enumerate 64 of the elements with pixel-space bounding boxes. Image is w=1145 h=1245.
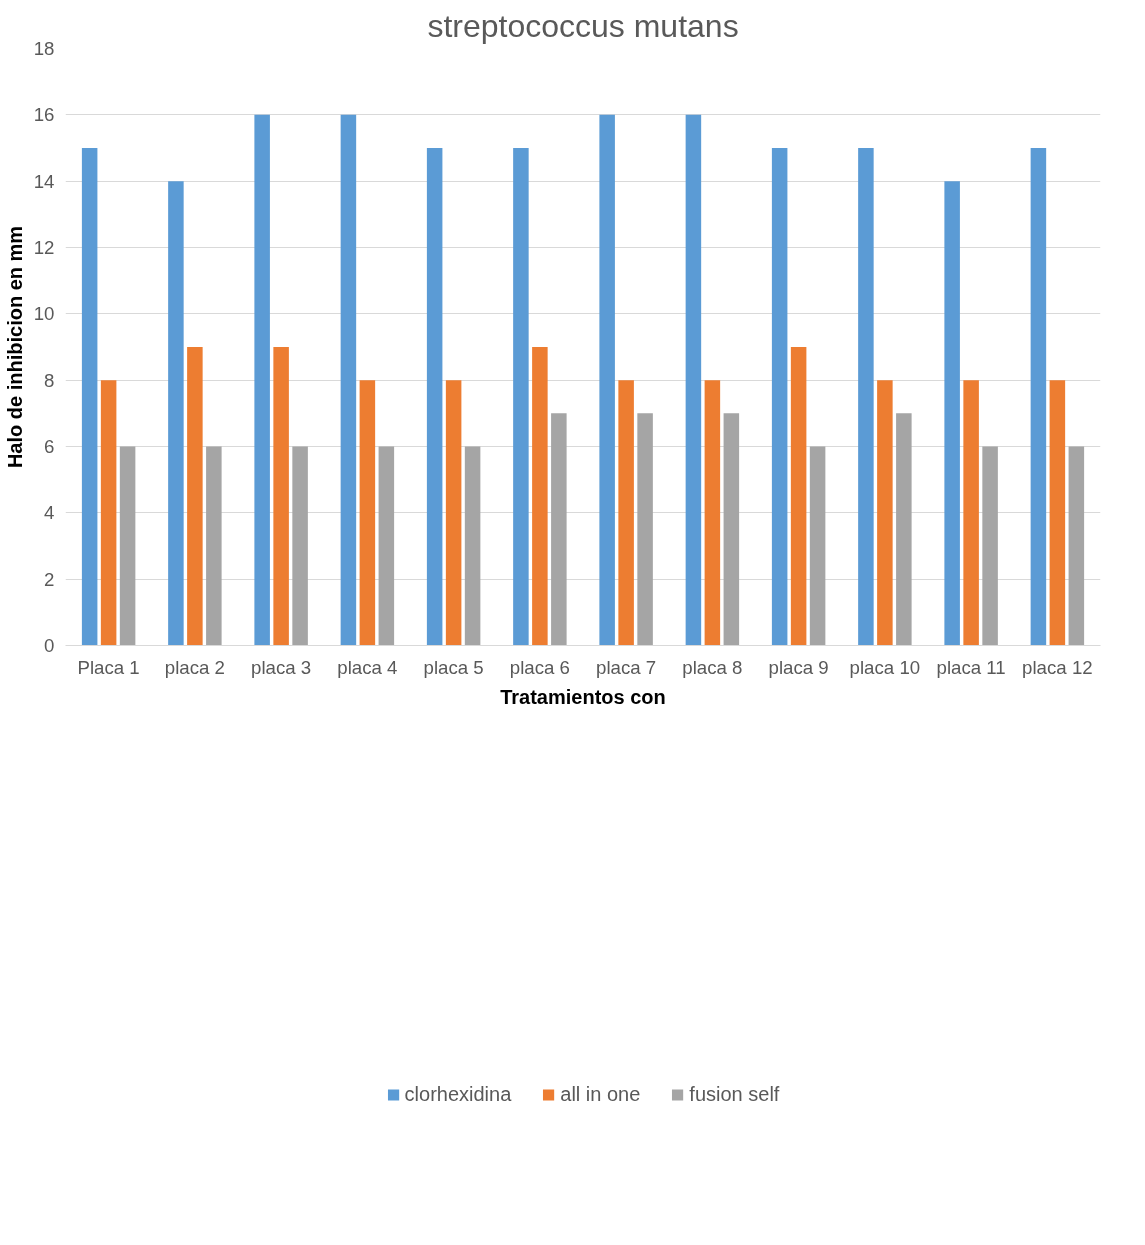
bar — [292, 446, 308, 646]
bar — [723, 413, 740, 646]
bar — [464, 446, 481, 646]
y-tick-label: 6 — [44, 436, 55, 457]
x-tick-label: placa 3 — [251, 656, 312, 678]
bar — [168, 181, 184, 646]
bar — [1049, 380, 1066, 646]
bar — [378, 446, 395, 646]
bar — [206, 446, 222, 646]
x-tick-label: placa 2 — [164, 656, 225, 678]
y-tick-label: 14 — [33, 170, 55, 192]
bar — [340, 114, 357, 646]
bar — [877, 380, 893, 646]
bar — [254, 114, 270, 646]
x-tick-label: placa 10 — [849, 656, 921, 678]
legend-label: fusion self — [689, 1082, 780, 1106]
bar — [119, 446, 136, 646]
bar — [513, 148, 529, 646]
bar — [685, 114, 702, 646]
bar — [771, 148, 788, 646]
bar — [100, 380, 117, 646]
x-axis-title: Tratamientos con — [500, 685, 666, 708]
y-axis-title: Halo de inhibicion en mm — [3, 225, 26, 469]
bar — [790, 347, 807, 646]
bar — [532, 347, 548, 646]
bar — [809, 446, 826, 646]
bar — [1068, 446, 1085, 646]
legend-label: all in one — [560, 1082, 641, 1106]
y-tick-label: 18 — [33, 38, 55, 59]
x-tick-label: placa 5 — [423, 656, 484, 678]
x-tick-label: placa 9 — [768, 656, 829, 678]
bar — [1030, 148, 1047, 646]
bar — [81, 148, 98, 646]
legend-label: clorhexidina — [404, 1082, 512, 1106]
bar — [359, 380, 376, 646]
y-tick-label: 8 — [44, 369, 55, 391]
bar — [963, 380, 979, 646]
bar — [982, 446, 998, 646]
bar — [273, 347, 289, 646]
y-tick-label: 4 — [44, 502, 55, 524]
x-tick-label: placa 6 — [509, 656, 570, 678]
bar — [637, 413, 653, 646]
y-tick-label: 2 — [44, 568, 55, 590]
bar — [618, 380, 634, 646]
y-tick-label: 0 — [44, 635, 55, 656]
bar — [187, 347, 203, 646]
chart-title: streptococcus mutans — [427, 7, 739, 44]
bar — [896, 413, 912, 646]
x-tick-label: placa 7 — [596, 656, 657, 678]
y-tick-label: 10 — [33, 303, 55, 325]
x-tick-label: placa 11 — [936, 656, 1006, 678]
x-tick-label: placa 12 — [1022, 656, 1093, 678]
bar — [704, 380, 721, 646]
bar — [551, 413, 567, 646]
bar — [858, 148, 874, 646]
bar — [426, 148, 443, 646]
x-tick-label: placa 4 — [337, 656, 398, 678]
y-tick-label: 16 — [33, 104, 55, 126]
bar — [445, 380, 462, 646]
bar — [599, 114, 615, 646]
bar — [944, 181, 960, 646]
x-tick-label: Placa 1 — [77, 656, 140, 678]
y-tick-label: 12 — [33, 237, 55, 258]
x-tick-label: placa 8 — [682, 656, 743, 678]
